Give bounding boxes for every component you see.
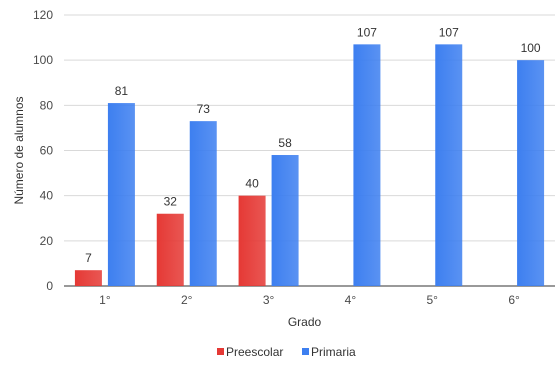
y-axis-title: Número de alumnos	[12, 96, 26, 204]
data-label: 81	[115, 84, 129, 98]
data-label: 73	[197, 102, 211, 116]
data-label: 100	[521, 41, 541, 55]
x-tick-label: 6°	[508, 293, 520, 307]
x-tick-label: 2°	[181, 293, 193, 307]
bar-preescolar-3	[238, 195, 266, 286]
y-tick-label: 40	[40, 189, 54, 203]
y-tick-label: 120	[33, 8, 53, 22]
data-labels: 7 81 32 73 40 58 107 107 100	[85, 25, 541, 265]
bar-primaria-6	[517, 60, 545, 286]
legend-swatch-primaria	[302, 348, 309, 355]
y-tick-label: 60	[40, 144, 54, 158]
y-axis-ticks: 0 20 40 60 80 100 120	[33, 8, 53, 293]
data-label: 7	[85, 251, 92, 265]
bar-primaria-2	[189, 121, 217, 287]
x-axis-ticks: 1° 2° 3° 4° 5° 6°	[99, 293, 520, 307]
legend: Preescolar Primaria	[217, 345, 356, 359]
y-tick-label: 20	[40, 234, 54, 248]
x-tick-label: 5°	[427, 293, 439, 307]
x-tick-label: 4°	[345, 293, 357, 307]
bar-primaria-5	[435, 44, 463, 286]
data-label: 107	[357, 25, 377, 39]
data-label: 40	[245, 177, 259, 191]
x-tick-label: 1°	[99, 293, 111, 307]
x-axis-title: Grado	[288, 315, 322, 329]
y-tick-label: 100	[33, 53, 53, 67]
data-label: 58	[278, 136, 292, 150]
bar-primaria-3	[271, 155, 299, 286]
bars	[74, 44, 545, 287]
bar-primaria-4	[353, 44, 381, 286]
bar-preescolar-1	[74, 270, 102, 286]
data-label: 32	[164, 195, 178, 209]
legend-label-preescolar: Preescolar	[226, 345, 283, 359]
x-tick-label: 3°	[263, 293, 275, 307]
legend-label-primaria: Primaria	[311, 345, 356, 359]
y-tick-label: 80	[40, 98, 54, 112]
legend-swatch-preescolar	[217, 348, 224, 355]
bar-primaria-1	[107, 103, 135, 286]
bar-preescolar-2	[156, 213, 184, 286]
data-label: 107	[439, 25, 459, 39]
gridlines	[64, 14, 555, 287]
y-tick-label: 0	[46, 279, 53, 293]
